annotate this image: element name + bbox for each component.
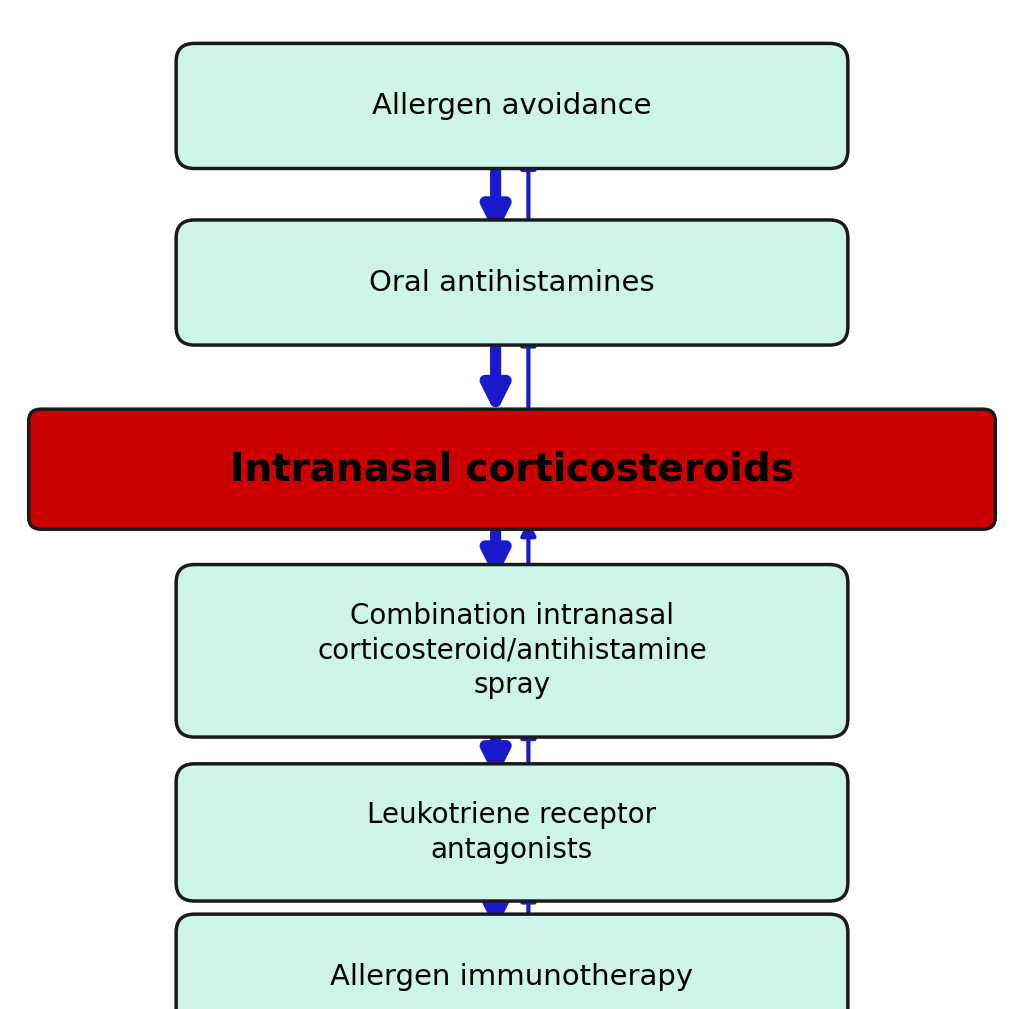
Text: Combination intranasal
corticosteroid/antihistamine
spray: Combination intranasal corticosteroid/an…	[317, 602, 707, 699]
Text: Oral antihistamines: Oral antihistamines	[370, 268, 654, 297]
FancyBboxPatch shape	[176, 914, 848, 1009]
FancyBboxPatch shape	[176, 220, 848, 345]
Text: Intranasal corticosteroids: Intranasal corticosteroids	[230, 450, 794, 488]
FancyBboxPatch shape	[176, 43, 848, 169]
FancyBboxPatch shape	[176, 764, 848, 901]
Text: Leukotriene receptor
antagonists: Leukotriene receptor antagonists	[368, 801, 656, 864]
Text: Allergen immunotherapy: Allergen immunotherapy	[331, 963, 693, 991]
Text: Allergen avoidance: Allergen avoidance	[373, 92, 651, 120]
FancyBboxPatch shape	[29, 410, 995, 529]
FancyBboxPatch shape	[176, 565, 848, 737]
